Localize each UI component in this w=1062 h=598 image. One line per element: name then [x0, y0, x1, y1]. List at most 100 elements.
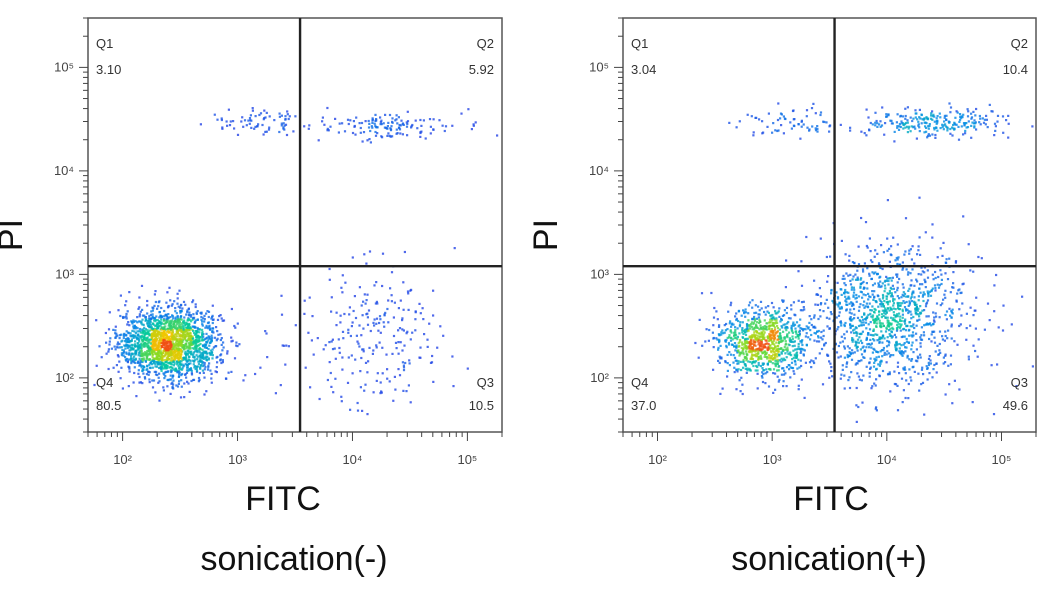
- event-dot: [871, 305, 874, 308]
- event-dot: [120, 354, 123, 357]
- event-dot: [876, 272, 879, 275]
- event-dot: [742, 351, 745, 354]
- event-dot: [790, 324, 793, 327]
- event-dot: [847, 274, 850, 277]
- event-dot: [190, 315, 193, 318]
- event-dot: [210, 372, 213, 375]
- event-dot: [145, 373, 148, 376]
- event-dot: [176, 292, 179, 295]
- event-dot: [782, 357, 785, 360]
- event-dot: [939, 247, 942, 250]
- event-dot: [711, 331, 714, 334]
- event-dot: [887, 344, 890, 347]
- event-dot: [174, 356, 177, 359]
- event-dot: [745, 371, 748, 374]
- event-dot: [392, 334, 396, 338]
- event-dot: [186, 309, 189, 312]
- event-dot: [828, 317, 831, 320]
- event-dot: [233, 324, 236, 328]
- event-dot: [135, 336, 138, 339]
- event-dot: [391, 352, 394, 355]
- event-dot: [941, 254, 944, 257]
- event-dot: [172, 350, 175, 353]
- event-dot: [153, 319, 156, 322]
- event-dot: [915, 306, 918, 309]
- event-dot: [926, 290, 929, 293]
- event-dot: [768, 327, 771, 330]
- event-dot: [880, 244, 883, 247]
- event-dot: [800, 301, 804, 304]
- event-dot: [141, 359, 144, 362]
- event-dot: [158, 380, 161, 383]
- event-dot: [172, 360, 175, 363]
- event-dot: [118, 342, 121, 346]
- event-dot: [910, 317, 913, 320]
- event-dot: [767, 112, 770, 115]
- event-dot: [132, 335, 135, 338]
- event-dot: [153, 344, 156, 347]
- event-dot: [379, 123, 382, 126]
- event-dot: [147, 346, 151, 349]
- event-dot: [198, 347, 201, 351]
- event-dot: [837, 326, 840, 329]
- event-dot: [723, 331, 726, 334]
- event-dot: [800, 120, 803, 123]
- event-dot: [362, 350, 365, 353]
- event-dot: [375, 344, 378, 347]
- event-dot: [978, 114, 981, 118]
- quadrant-label-q3: Q3: [477, 375, 494, 390]
- event-dot: [382, 321, 385, 324]
- event-dot: [877, 262, 881, 265]
- event-dot: [123, 316, 126, 319]
- event-dot: [148, 338, 151, 341]
- event-dot: [253, 127, 256, 130]
- event-dot: [716, 318, 719, 321]
- event-dot: [382, 122, 385, 125]
- event-dot: [187, 324, 190, 328]
- event-dot: [184, 373, 187, 376]
- event-dot: [202, 344, 205, 347]
- x-tick-label: 10⁵: [992, 452, 1012, 467]
- event-dot: [735, 312, 738, 315]
- event-dot: [967, 243, 970, 246]
- x-axis-label: FITC: [793, 480, 869, 518]
- event-dot: [972, 344, 975, 347]
- event-dot: [112, 328, 115, 331]
- event-dot: [996, 114, 1000, 117]
- event-dot: [360, 304, 363, 307]
- event-dot: [174, 307, 177, 310]
- event-dot: [766, 310, 769, 313]
- event-dot: [752, 364, 755, 368]
- event-dot: [712, 368, 715, 371]
- event-dot: [181, 367, 184, 370]
- event-dot: [713, 306, 716, 310]
- event-dot: [137, 369, 140, 372]
- event-dot: [248, 122, 251, 125]
- event-dot: [781, 367, 784, 370]
- event-dot: [169, 338, 172, 341]
- event-dot: [219, 358, 222, 361]
- event-dot: [717, 346, 720, 349]
- event-dot: [852, 286, 855, 289]
- event-dot: [259, 366, 262, 369]
- event-dot: [756, 355, 759, 358]
- event-dot: [802, 348, 805, 351]
- event-dot: [154, 352, 157, 355]
- event-dot: [941, 338, 944, 341]
- event-dot: [758, 321, 761, 324]
- event-dot: [753, 354, 756, 357]
- event-dot: [849, 273, 852, 276]
- event-dot: [142, 331, 145, 334]
- event-dot: [794, 355, 797, 358]
- event-dot: [735, 368, 738, 371]
- event-dot: [934, 287, 937, 290]
- event-dot: [132, 325, 135, 328]
- event-dot: [130, 355, 133, 358]
- event-dot: [887, 113, 890, 116]
- event-dot: [928, 134, 931, 137]
- event-dot: [949, 111, 952, 114]
- event-dot: [203, 357, 206, 360]
- event-dot: [878, 283, 881, 286]
- event-dot: [799, 137, 802, 140]
- event-dot: [166, 331, 169, 334]
